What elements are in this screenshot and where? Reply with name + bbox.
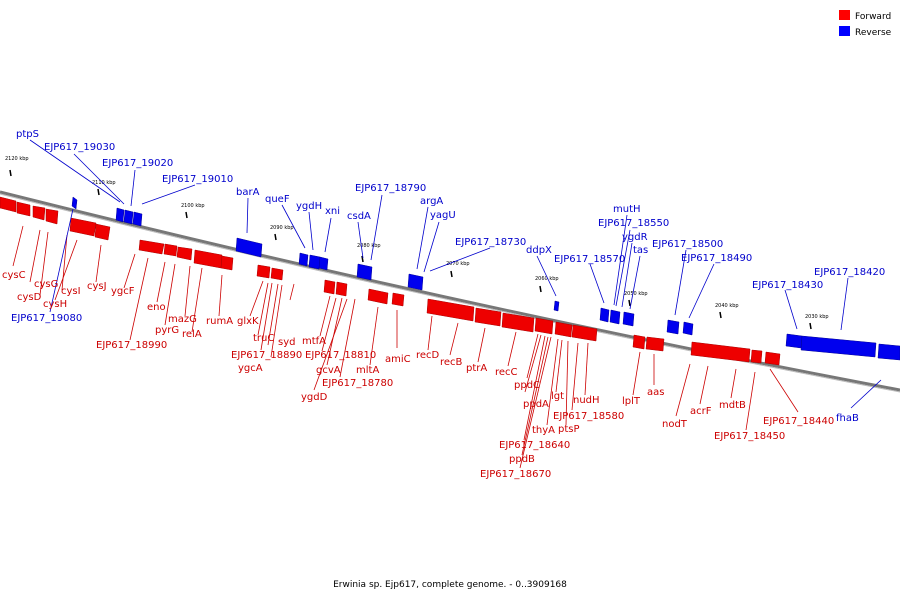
gene-label: acrF [690, 406, 712, 417]
gene-label: ygcA [238, 363, 263, 374]
gene-label: mdtB [719, 400, 746, 411]
gene-label: yagU [430, 210, 456, 221]
gene-label: lgt [551, 391, 564, 402]
gene-label: nodT [662, 419, 688, 430]
scale-tick: 2100 kbp [181, 203, 205, 209]
legend-forward-swatch [839, 10, 850, 20]
gene-label: EJP617_18730 [455, 237, 526, 248]
gene-label: EJP617_19030 [44, 142, 115, 153]
gene-label: thyA [532, 425, 555, 436]
gene-label: EJP617_18670 [480, 469, 551, 480]
scale-tick: 2080 kbp [357, 243, 381, 249]
gene-label: syd [278, 337, 295, 348]
gene-label: ddpX [526, 245, 552, 256]
gene-label: EJP617_19010 [162, 174, 233, 185]
gene-label: EJP617_18420 [814, 267, 885, 278]
gene-label: mtfA [302, 336, 326, 347]
gene-label: EJP617_18810 [305, 350, 376, 361]
gene-label: cysC [2, 270, 26, 281]
gene-label: mutH [613, 204, 641, 215]
gene-label: EJP617_19080 [11, 313, 82, 324]
gene-label: EJP617_18790 [355, 183, 426, 194]
gene-label: barA [236, 187, 260, 198]
gene-label: relA [182, 329, 202, 340]
legend-forward-label: Forward [855, 12, 891, 22]
legend-reverse-swatch [839, 26, 850, 36]
gene-label: ygdR [622, 232, 648, 243]
gene-label: EJP617_19020 [102, 158, 173, 169]
gene-label: tas [633, 245, 648, 256]
forward-gene-labels: cysC cysG cysD cysI cysH cysJ ygcF EJP61… [2, 270, 834, 480]
gene-label: ptsP [558, 424, 580, 435]
gene-label: EJP617_18580 [553, 411, 624, 422]
gene-label: cysI [61, 286, 81, 297]
gene-label: nudH [573, 395, 600, 406]
gene-label: recC [495, 367, 518, 378]
gene-label: eno [147, 302, 166, 313]
gene-arrows-forward [0, 196, 781, 366]
gene-label: gcvA [316, 365, 341, 376]
gene-label: queF [265, 194, 290, 205]
gene-label: glxK [237, 316, 259, 327]
gene-label: EJP617_18640 [499, 440, 570, 451]
scale: 2120 kbp 2110 kbp 2100 kbp 2090 kbp 2080… [5, 156, 829, 320]
legend-reverse-label: Reverse [855, 28, 892, 38]
scale-tick: 2030 kbp [805, 314, 829, 320]
gene-label: ygdH [296, 201, 322, 212]
gene-label: lplT [622, 396, 641, 407]
gene-label: aas [647, 387, 664, 398]
gene-label: csdA [347, 211, 371, 222]
gene-label: EJP617_18500 [652, 239, 723, 250]
gene-label: EJP617_18890 [231, 350, 302, 361]
gene-label: cysG [34, 279, 58, 290]
gene-label: ptrA [466, 363, 487, 374]
gene-label: cysJ [87, 281, 107, 292]
gene-label: EJP617_18490 [681, 253, 752, 264]
gene-label: rumA [206, 316, 233, 327]
gene-label: ppdB [509, 454, 535, 465]
legend: Forward Reverse [839, 10, 892, 38]
leader-lines-reverse [29, 139, 882, 409]
scale-tick: 2120 kbp [5, 156, 29, 162]
scale-tick: 2050 kbp [624, 291, 648, 297]
gene-arrows-reverse [71, 196, 900, 361]
reverse-gene-labels: ptpS EJP617_19030 EJP617_19020 EJP617_19… [11, 129, 885, 424]
genome-backbone [0, 190, 900, 392]
tick-marks [9, 169, 812, 330]
gene-label: ygdD [301, 392, 328, 403]
gene-label: EJP617_18780 [322, 378, 393, 389]
gene-label: truC [253, 333, 274, 344]
scale-tick: 2110 kbp [92, 180, 116, 186]
gene-label: pyrG [155, 325, 179, 336]
gene-label: recD [416, 350, 440, 361]
gene-label: recB [440, 357, 463, 368]
figure-caption: Erwinia sp. Ejp617, complete genome. - 0… [333, 580, 567, 590]
gene-label: fhaB [836, 413, 859, 424]
gene-label: argA [420, 196, 443, 207]
scale-tick: 2070 kbp [446, 261, 470, 267]
scale-tick: 2090 kbp [270, 225, 294, 231]
gene-label: mazG [168, 314, 197, 325]
scale-tick: 2060 kbp [535, 276, 559, 282]
gene-label: amiC [385, 354, 411, 365]
scale-tick: 2040 kbp [715, 303, 739, 309]
gene-label: EJP617_18440 [763, 416, 834, 427]
gene-label: mltA [356, 365, 379, 376]
gene-label: cysH [43, 299, 67, 310]
gene-label: xni [325, 206, 340, 217]
gene-label: ptpS [16, 129, 39, 140]
gene-label: EJP617_18450 [714, 431, 785, 442]
gene-label: ppdA [523, 399, 549, 410]
gene-label: ygcF [111, 286, 135, 297]
gene-label: EJP617_18570 [554, 254, 625, 265]
leader-lines-forward [12, 225, 799, 469]
gene-label: cysD [17, 292, 42, 303]
gene-label: EJP617_18550 [598, 218, 669, 229]
gene-label: ppdC [514, 380, 540, 391]
gene-label: EJP617_18430 [752, 280, 823, 291]
gene-label: EJP617_18990 [96, 340, 167, 351]
genome-backbone-shadow [0, 193, 900, 393]
